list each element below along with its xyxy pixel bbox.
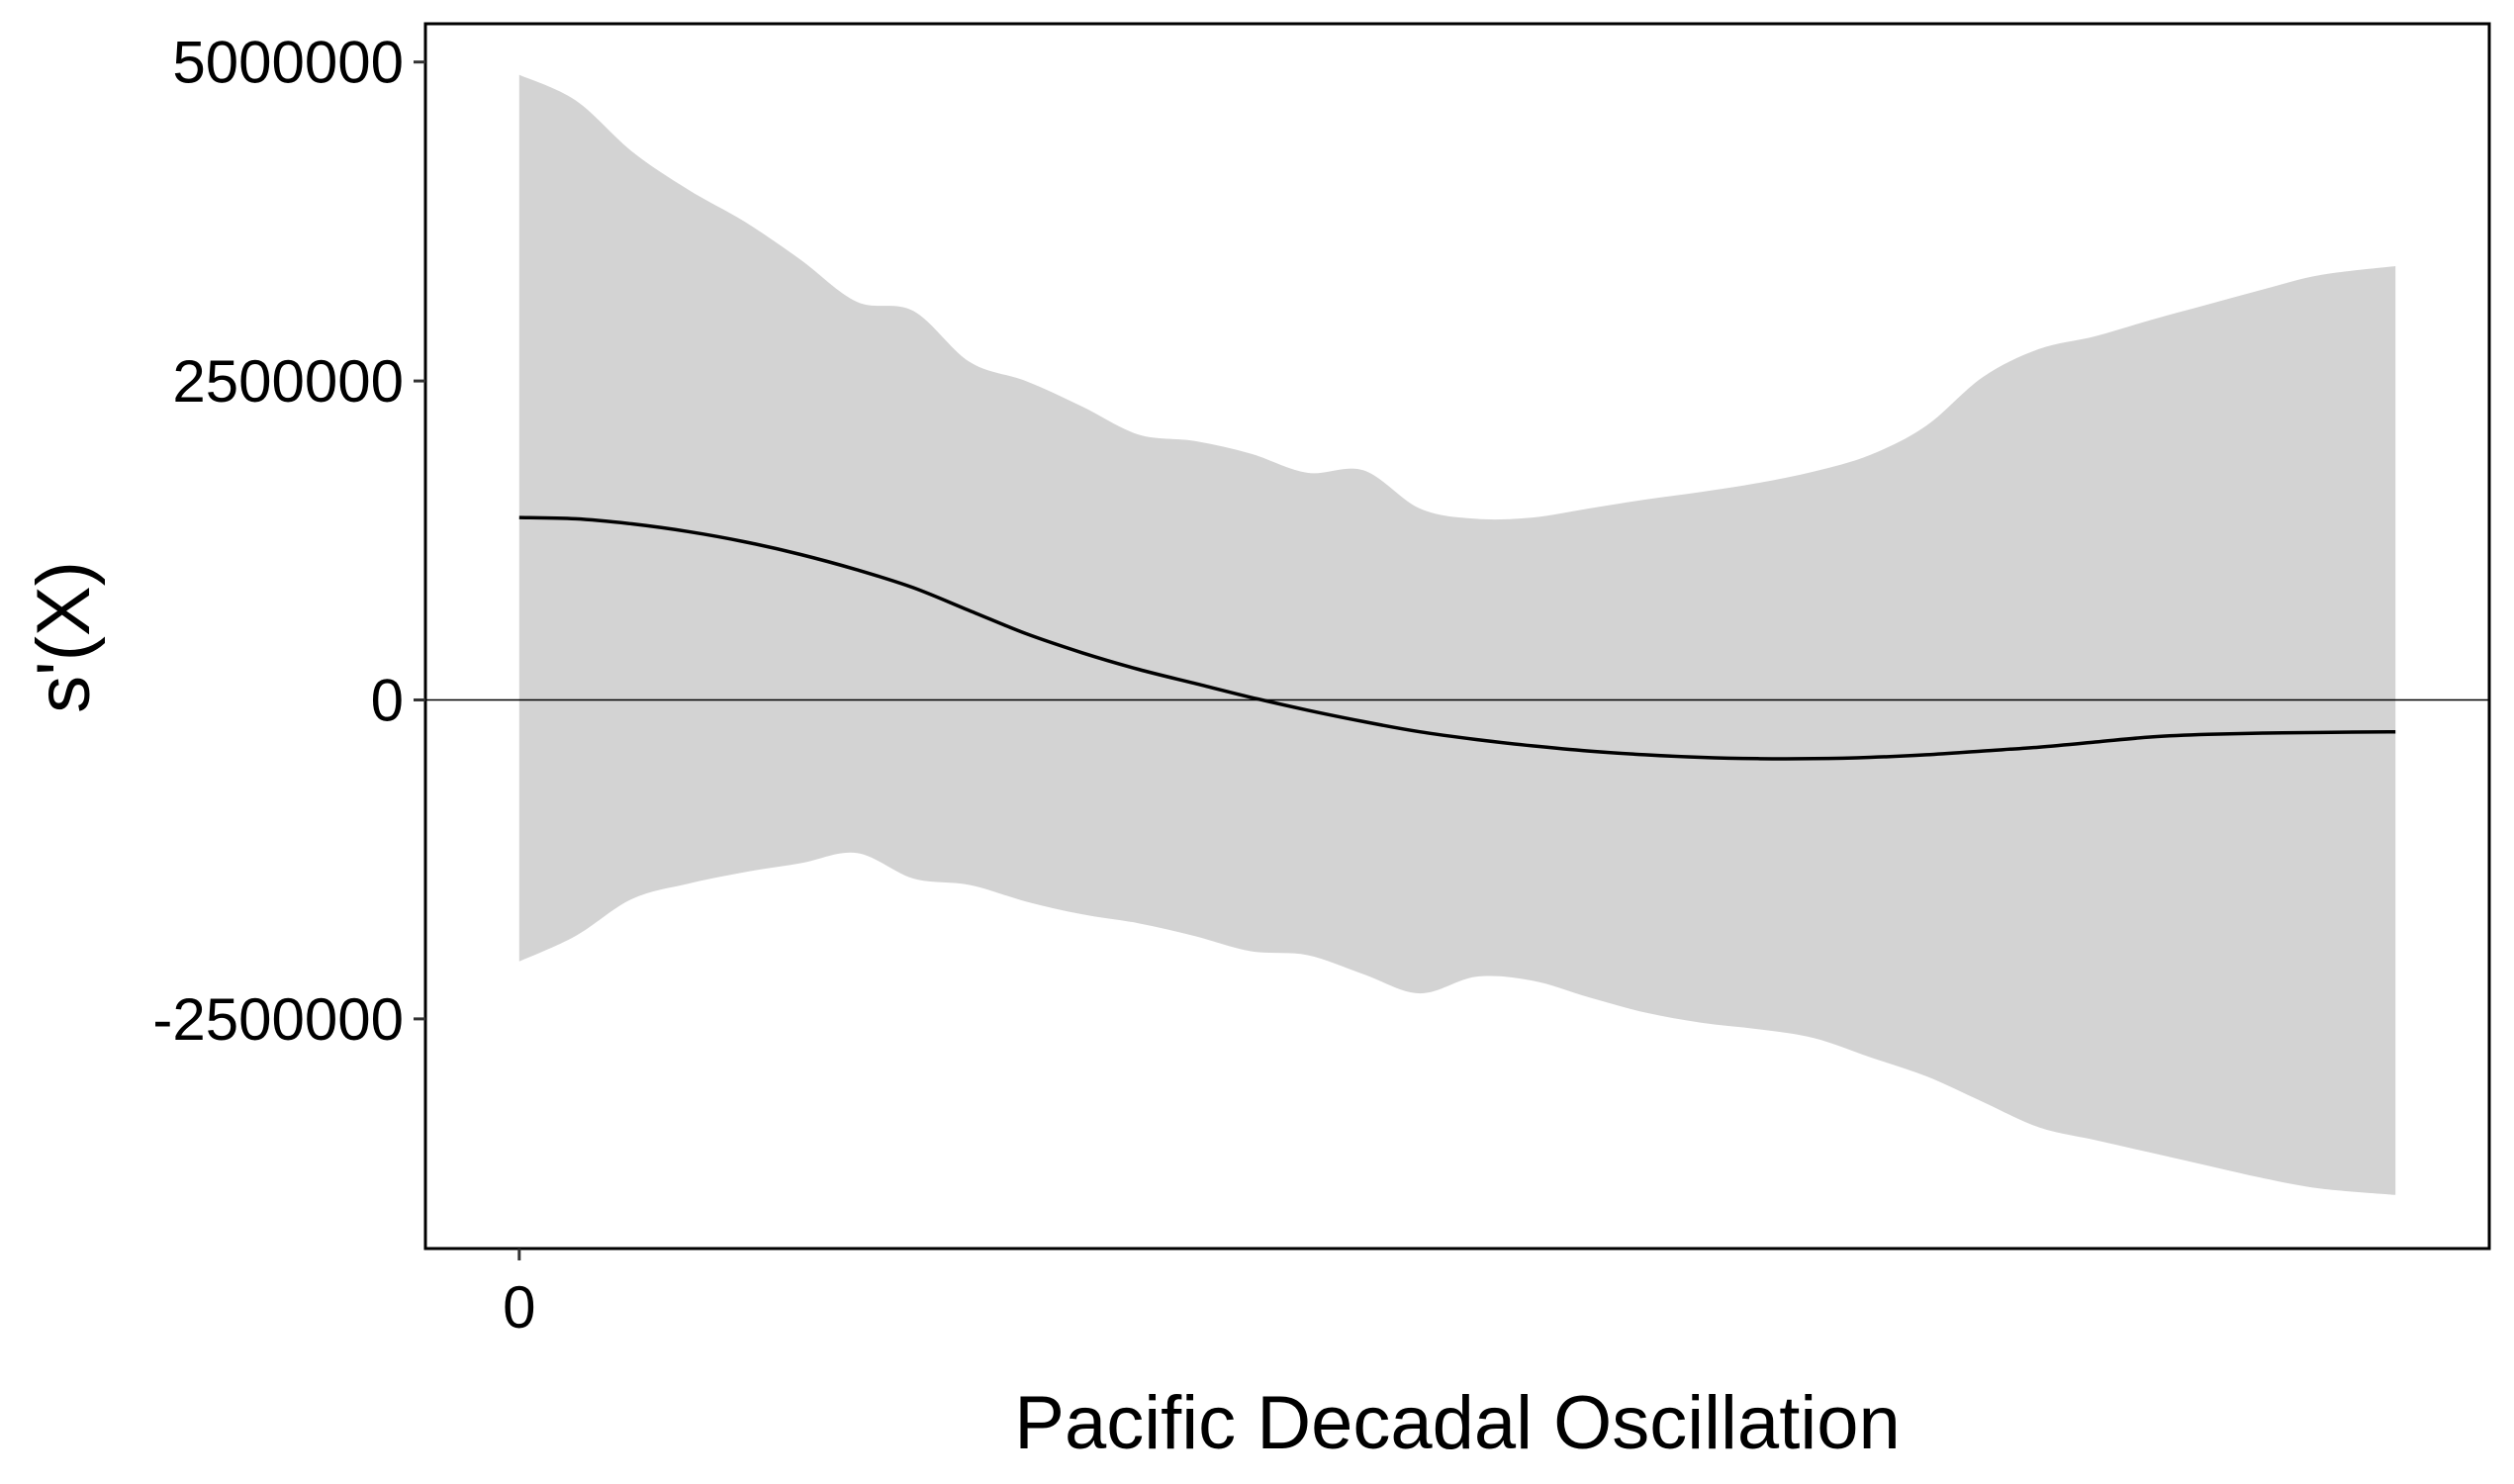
plot-panel-border [423, 22, 2491, 1251]
x-tick-label: 0 [503, 1274, 535, 1341]
y-tick-label: -2500000 [152, 986, 404, 1053]
y-tick-label: 2500000 [172, 348, 404, 415]
y-tick-label: 5000000 [172, 30, 404, 96]
estimate-line-layer [518, 515, 2396, 761]
y-tick-label: 0 [371, 667, 404, 733]
y-axis: 5000000 2500000 0 -2500000 [152, 30, 425, 1053]
estimate-line [518, 515, 2396, 761]
y-axis-title: s'(X) [22, 561, 106, 713]
confidence-band-layer [518, 74, 2396, 1195]
x-axis-title: Pacific Decadal Oscillation [1014, 1381, 1901, 1465]
x-axis: 0 [503, 1249, 536, 1341]
confidence-band [518, 74, 2396, 1195]
